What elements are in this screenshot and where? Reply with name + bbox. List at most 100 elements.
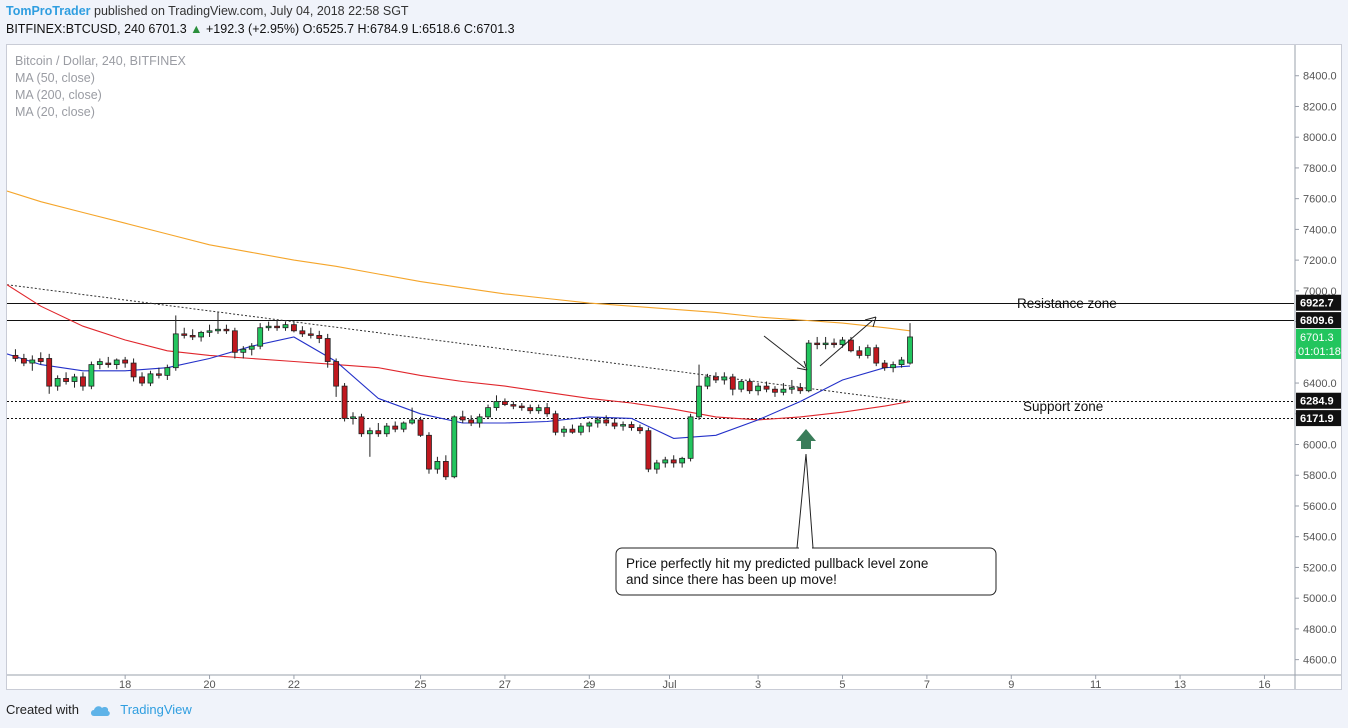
candle-body bbox=[679, 457, 686, 464]
candle bbox=[763, 381, 770, 393]
candle-body bbox=[763, 385, 770, 390]
candle bbox=[653, 459, 660, 474]
candle bbox=[307, 327, 314, 339]
candle bbox=[645, 427, 652, 473]
candle bbox=[476, 413, 483, 428]
chart-panel[interactable]: 4600.0 4800.0 5000.0 5200.0 5400.0 5600.0 5800… bbox=[6, 44, 1342, 691]
candle bbox=[637, 424, 643, 434]
candle bbox=[502, 398, 508, 407]
candle-body bbox=[248, 345, 255, 350]
candle-body bbox=[257, 327, 264, 347]
candle bbox=[215, 312, 221, 334]
candle bbox=[535, 404, 542, 414]
ma200-line bbox=[6, 190, 911, 332]
candle bbox=[333, 358, 340, 397]
candle bbox=[890, 361, 897, 373]
candle bbox=[729, 373, 736, 396]
candle-body bbox=[670, 459, 677, 464]
candle bbox=[788, 379, 795, 394]
candle bbox=[873, 344, 880, 367]
candle bbox=[459, 410, 466, 423]
candle-body bbox=[459, 416, 466, 421]
resistance-top-price-label: 6922.7 bbox=[1300, 298, 1334, 310]
candle bbox=[400, 421, 407, 433]
candle bbox=[628, 421, 635, 431]
candle bbox=[20, 353, 27, 367]
publish-info: published on TradingView.com, July 04, 2… bbox=[94, 4, 409, 18]
candle-body bbox=[88, 364, 95, 387]
candle bbox=[358, 413, 365, 437]
candle bbox=[907, 323, 913, 365]
y-tick-label: 7800.0 bbox=[1303, 163, 1337, 175]
publish-line: TomProTrader published on TradingView.co… bbox=[6, 4, 409, 18]
x-tick-label: 7 bbox=[924, 679, 930, 689]
candle bbox=[105, 356, 112, 368]
candle-body bbox=[831, 342, 837, 346]
y-tick-label: 8000.0 bbox=[1303, 132, 1337, 144]
candle bbox=[375, 423, 382, 437]
candle bbox=[620, 421, 626, 431]
candle-body bbox=[687, 416, 694, 459]
candle-body bbox=[620, 424, 626, 427]
candle-body bbox=[417, 419, 424, 436]
x-tick-label: 11 bbox=[1090, 679, 1101, 689]
candle bbox=[181, 327, 188, 339]
candle bbox=[586, 421, 593, 433]
candle-body bbox=[206, 330, 213, 333]
candle bbox=[527, 404, 534, 414]
candle bbox=[670, 455, 677, 468]
candle bbox=[156, 367, 162, 379]
candle bbox=[704, 373, 711, 390]
y-tick-label: 6000.0 bbox=[1303, 440, 1337, 452]
candle-body bbox=[721, 376, 728, 381]
author-link[interactable]: TomProTrader bbox=[6, 4, 91, 18]
candle bbox=[172, 315, 179, 371]
candle bbox=[662, 456, 669, 468]
x-tick-label: 20 bbox=[203, 679, 215, 689]
candle bbox=[392, 421, 399, 433]
candle-body bbox=[637, 427, 643, 432]
candle-body bbox=[518, 405, 525, 409]
candle bbox=[679, 456, 686, 468]
candle-body bbox=[29, 359, 36, 364]
candle bbox=[696, 364, 702, 420]
candle-body bbox=[240, 348, 247, 353]
candle bbox=[856, 346, 863, 359]
candle bbox=[113, 358, 120, 370]
support-bottom-price-label-bg bbox=[1296, 410, 1341, 427]
y-tick-label: 7400.0 bbox=[1303, 224, 1337, 236]
y-tick-label: 6400.0 bbox=[1303, 378, 1337, 390]
candle-body bbox=[324, 338, 331, 362]
candlestick-chart[interactable]: 4600.04800.05000.05200.05400.05600.05800… bbox=[6, 45, 1341, 691]
candle bbox=[468, 415, 475, 427]
candle bbox=[451, 415, 458, 479]
candle-body bbox=[839, 339, 846, 346]
candle bbox=[316, 330, 323, 344]
symbol-line: BITFINEX:BTCUSD, 240 6701.3 ▲ +192.3 (+2… bbox=[6, 22, 515, 36]
candle-body bbox=[37, 358, 44, 362]
candle-body bbox=[662, 459, 669, 464]
candle-body bbox=[392, 425, 399, 430]
candle bbox=[122, 356, 129, 368]
candle bbox=[63, 372, 69, 385]
countdown-label: 01:01:18 bbox=[1298, 346, 1341, 358]
candle-body bbox=[147, 373, 154, 384]
y-tick-label: 7200.0 bbox=[1303, 255, 1337, 267]
candle-body bbox=[291, 324, 297, 332]
candle bbox=[417, 416, 424, 437]
candle bbox=[366, 427, 373, 457]
candle bbox=[147, 370, 154, 387]
x-tick-label: 22 bbox=[288, 679, 300, 689]
candle bbox=[265, 321, 272, 331]
candle bbox=[797, 383, 804, 394]
candle bbox=[687, 413, 694, 462]
candle bbox=[240, 346, 247, 359]
candle-body bbox=[189, 335, 196, 338]
resistance-bottom-price-label-bg bbox=[1296, 312, 1341, 329]
candle-body bbox=[442, 461, 449, 478]
tradingview-link[interactable]: TradingView bbox=[120, 702, 192, 717]
tradingview-cloud-icon bbox=[90, 705, 110, 716]
candle bbox=[88, 361, 95, 390]
candle bbox=[130, 358, 137, 382]
candle bbox=[721, 372, 728, 385]
